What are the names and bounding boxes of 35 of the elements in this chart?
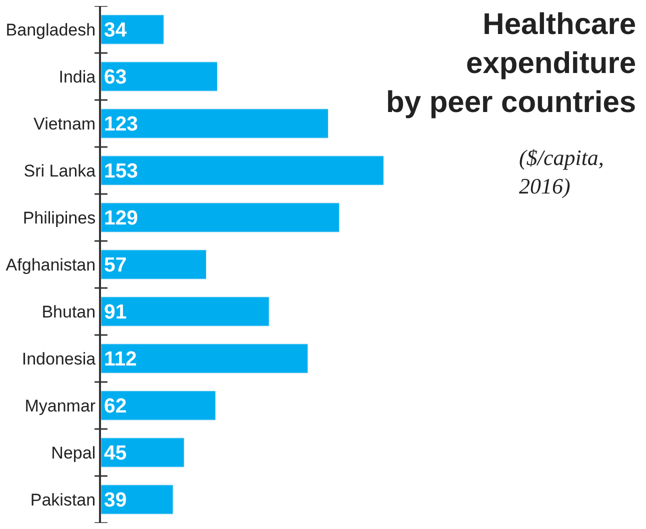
- text: Healthcare expenditure by peer countries: [386, 8, 636, 119]
- y-tick-label: Indonesia: [22, 349, 96, 368]
- data-label: 34: [104, 19, 128, 42]
- y-tick-label: Bhutan: [42, 302, 96, 322]
- data-label: 153: [104, 160, 138, 182]
- data-label: 123: [104, 113, 138, 136]
- data-label: 45: [104, 442, 127, 464]
- bar: [101, 202, 340, 232]
- data-label: 57: [104, 254, 127, 276]
- bar: [101, 250, 207, 280]
- y-tick-label: Sri Lanka: [24, 161, 96, 180]
- data-label: 62: [104, 395, 127, 418]
- y-tick-label: Myanmar: [24, 396, 96, 416]
- y-tick-label: Afghanistan: [6, 255, 96, 274]
- bar: [101, 62, 218, 92]
- bar: [101, 390, 216, 420]
- data-label: 129: [104, 207, 138, 230]
- bar: [101, 108, 328, 138]
- bar: [101, 156, 384, 186]
- bar: [101, 344, 308, 374]
- bar: [101, 14, 164, 44]
- bar: [101, 296, 270, 326]
- data-label: 39: [104, 489, 127, 512]
- data-label: 112: [104, 348, 137, 370]
- y-tick-label: Philipines: [22, 208, 96, 228]
- y-tick-label: Bangladesh: [6, 20, 96, 40]
- data-label: 91: [104, 301, 127, 324]
- data-label: 63: [104, 66, 127, 88]
- y-tick-label: Vietnam: [34, 114, 96, 134]
- y-tick-label: Pakistan: [30, 490, 96, 510]
- bar: [101, 484, 174, 514]
- y-tick-label: Nepal: [51, 443, 96, 462]
- text: ($/capita, 2016): [519, 145, 604, 199]
- bar: [101, 438, 184, 468]
- y-tick-label: India: [58, 67, 96, 86]
